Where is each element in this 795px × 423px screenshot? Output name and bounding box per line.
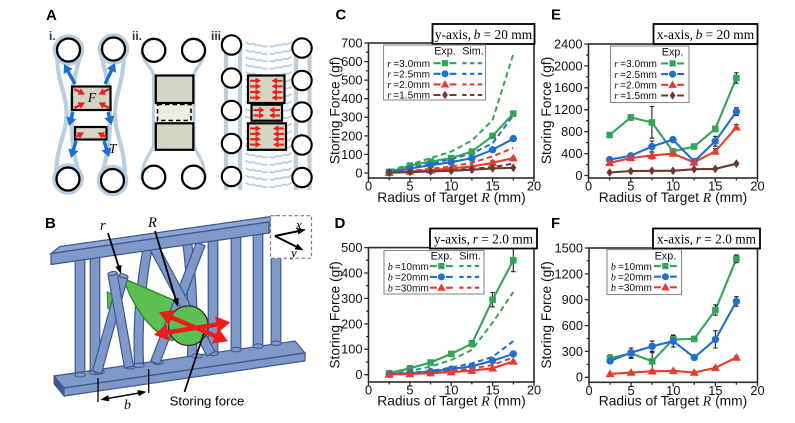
svg-text:y-axis, r = 2.0 mm: y-axis, r = 2.0 mm <box>434 232 534 247</box>
svg-text:Exp.: Exp. <box>431 250 453 262</box>
svg-text:20: 20 <box>527 179 541 194</box>
svg-text:b: b <box>124 398 131 413</box>
svg-text:10: 10 <box>666 179 680 194</box>
svg-text:r =1.5mm: r =1.5mm <box>614 91 657 102</box>
svg-text:20: 20 <box>527 383 541 398</box>
svg-text:r =1.5mm: r =1.5mm <box>387 91 430 102</box>
svg-text:100: 100 <box>341 342 362 357</box>
svg-text:b =30mm: b =30mm <box>388 283 429 294</box>
svg-text:Storing Force (gf): Storing Force (gf) <box>328 261 343 368</box>
svg-text:Storing Force (gf): Storing Force (gf) <box>539 261 554 368</box>
svg-text:0: 0 <box>355 367 362 382</box>
svg-text:F: F <box>551 215 560 232</box>
svg-text:r =2.0mm: r =2.0mm <box>387 80 430 91</box>
svg-text:iii.: iii. <box>211 29 224 43</box>
svg-text:T: T <box>109 141 118 156</box>
svg-text:x-axis, r = 2.0 mm: x-axis, r = 2.0 mm <box>657 232 757 247</box>
svg-text:A: A <box>46 7 57 24</box>
svg-text:200: 200 <box>341 128 362 143</box>
svg-text:E: E <box>551 7 561 24</box>
svg-text:0: 0 <box>355 165 362 180</box>
svg-text:400: 400 <box>341 91 362 106</box>
svg-text:10: 10 <box>444 383 458 398</box>
svg-text:200: 200 <box>341 316 362 331</box>
svg-text:5: 5 <box>627 179 634 194</box>
svg-text:Radius of Target R (mm): Radius of Target R (mm) <box>377 393 526 408</box>
svg-text:1200: 1200 <box>555 266 583 281</box>
svg-text:0: 0 <box>585 179 592 194</box>
svg-text:5: 5 <box>628 383 635 398</box>
svg-text:x-axis, b = 20 mm: x-axis, b = 20 mm <box>657 27 755 42</box>
svg-text:900: 900 <box>562 292 583 307</box>
svg-text:2000: 2000 <box>554 58 582 73</box>
svg-text:20: 20 <box>750 179 764 194</box>
svg-text:300: 300 <box>341 291 362 306</box>
svg-text:15: 15 <box>708 383 722 398</box>
svg-text:r =2.0mm: r =2.0mm <box>614 81 657 92</box>
svg-text:0: 0 <box>365 383 372 398</box>
svg-text:10: 10 <box>666 383 680 398</box>
svg-text:2400: 2400 <box>554 36 582 51</box>
svg-text:y: y <box>289 245 297 260</box>
svg-text:400: 400 <box>341 265 362 280</box>
svg-text:Sim.: Sim. <box>462 45 484 57</box>
svg-text:0: 0 <box>575 168 582 183</box>
svg-text:B: B <box>45 215 56 232</box>
svg-text:Radius of Target R (mm): Radius of Target R (mm) <box>599 393 748 408</box>
svg-text:C: C <box>336 7 347 24</box>
svg-text:r =3.0mm: r =3.0mm <box>387 59 430 70</box>
svg-text:Storing Force (gf): Storing Force (gf) <box>328 57 343 164</box>
svg-text:Sim.: Sim. <box>459 250 481 262</box>
svg-text:ii.: ii. <box>132 29 142 43</box>
svg-text:Exp.: Exp. <box>662 47 684 59</box>
svg-text:5: 5 <box>406 383 413 398</box>
svg-text:1600: 1600 <box>554 80 582 95</box>
svg-text:400: 400 <box>561 146 582 161</box>
svg-text:Exp.: Exp. <box>434 45 456 57</box>
svg-text:500: 500 <box>341 240 362 255</box>
svg-text:0: 0 <box>365 179 372 194</box>
svg-text:10: 10 <box>444 179 458 194</box>
svg-text:600: 600 <box>341 54 362 69</box>
svg-text:15: 15 <box>485 383 499 398</box>
svg-text:r =2.5mm: r =2.5mm <box>387 70 430 81</box>
svg-text:F: F <box>87 90 97 105</box>
svg-text:r: r <box>100 218 106 234</box>
svg-text:b =20mm: b =20mm <box>388 273 429 284</box>
svg-text:Radius of Target R (mm): Radius of Target R (mm) <box>377 190 526 205</box>
svg-text:y-axis, b = 20 mm: y-axis, b = 20 mm <box>435 27 533 42</box>
svg-text:1500: 1500 <box>555 240 583 255</box>
svg-text:b =10mm: b =10mm <box>388 262 429 273</box>
svg-text:500: 500 <box>341 73 362 88</box>
svg-text:Storing force: Storing force <box>170 394 245 409</box>
svg-text:700: 700 <box>341 35 362 50</box>
svg-text:300: 300 <box>341 110 362 125</box>
svg-text:R: R <box>147 215 157 231</box>
svg-text:D: D <box>335 215 346 232</box>
svg-text:x: x <box>295 217 302 232</box>
svg-text:r =3.0mm: r =3.0mm <box>614 59 657 70</box>
svg-text:b =20mm: b =20mm <box>611 272 652 283</box>
svg-text:Radius of Target R (mm): Radius of Target R (mm) <box>599 190 748 205</box>
svg-text:1200: 1200 <box>554 102 582 117</box>
svg-text:0: 0 <box>585 383 592 398</box>
svg-text:15: 15 <box>708 179 722 194</box>
svg-text:300: 300 <box>562 344 583 359</box>
svg-text:100: 100 <box>341 147 362 162</box>
svg-text:5: 5 <box>406 179 413 194</box>
svg-text:b =10mm: b =10mm <box>611 262 652 273</box>
svg-text:Storing Force (gf): Storing Force (gf) <box>539 57 554 164</box>
svg-text:15: 15 <box>485 179 499 194</box>
svg-text:0: 0 <box>576 370 583 385</box>
svg-text:i.: i. <box>49 29 56 43</box>
svg-text:r =2.5mm: r =2.5mm <box>614 70 657 81</box>
svg-text:600: 600 <box>562 318 583 333</box>
svg-text:Exp.: Exp. <box>655 250 677 262</box>
svg-text:800: 800 <box>561 124 582 139</box>
svg-text:b =30mm: b =30mm <box>611 283 652 294</box>
svg-text:20: 20 <box>750 383 764 398</box>
